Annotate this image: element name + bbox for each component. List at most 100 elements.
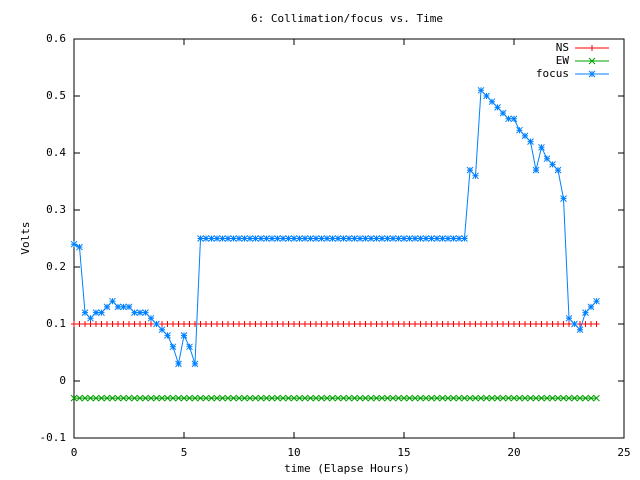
point-marker xyxy=(351,235,358,242)
point-marker xyxy=(461,321,468,327)
point-marker xyxy=(120,394,127,402)
point-marker xyxy=(71,321,77,327)
point-marker xyxy=(235,235,243,242)
point-marker xyxy=(87,314,94,322)
point-marker xyxy=(576,394,584,402)
point-marker xyxy=(175,394,182,402)
point-marker xyxy=(175,360,182,368)
point-marker xyxy=(560,195,567,202)
point-marker xyxy=(357,321,363,327)
point-marker xyxy=(197,321,204,327)
point-marker xyxy=(197,394,204,402)
point-marker xyxy=(318,321,325,327)
point-marker xyxy=(566,321,572,327)
point-marker xyxy=(412,321,418,327)
point-marker xyxy=(142,394,149,402)
point-marker xyxy=(389,394,397,402)
point-marker xyxy=(472,172,479,180)
point-marker xyxy=(169,343,177,351)
point-marker xyxy=(241,321,248,327)
point-marker xyxy=(131,321,138,327)
point-marker xyxy=(356,235,364,242)
point-marker xyxy=(92,394,100,402)
point-marker xyxy=(373,235,380,242)
point-marker xyxy=(400,235,408,242)
point-marker xyxy=(252,394,259,402)
point-marker xyxy=(483,394,490,402)
point-marker xyxy=(516,321,523,327)
point-marker xyxy=(560,394,567,402)
point-marker xyxy=(169,394,177,402)
point-marker xyxy=(208,394,215,402)
y-tick-label: 0.3 xyxy=(46,203,66,216)
point-marker xyxy=(549,161,556,168)
point-marker xyxy=(340,321,347,327)
point-marker xyxy=(466,166,474,174)
point-marker xyxy=(296,235,303,242)
point-marker xyxy=(257,394,265,402)
point-marker xyxy=(125,394,133,402)
point-marker xyxy=(241,394,248,402)
point-marker xyxy=(406,235,413,242)
point-marker xyxy=(395,235,402,242)
point-marker xyxy=(351,394,358,402)
point-marker xyxy=(411,235,419,242)
point-marker xyxy=(219,235,226,242)
point-marker xyxy=(576,326,584,334)
point-marker xyxy=(202,235,210,242)
point-marker xyxy=(181,321,187,327)
point-marker xyxy=(549,321,556,327)
point-marker xyxy=(461,235,468,242)
point-marker xyxy=(114,303,122,311)
point-marker xyxy=(368,321,374,327)
point-marker xyxy=(81,394,89,402)
point-marker xyxy=(527,394,534,402)
point-marker xyxy=(478,321,484,327)
point-marker xyxy=(230,235,237,242)
point-marker xyxy=(527,138,534,145)
y-axis-label: Volts xyxy=(19,221,32,254)
point-marker xyxy=(142,321,149,327)
point-marker xyxy=(279,394,287,402)
point-marker xyxy=(115,321,121,327)
point-marker xyxy=(554,394,562,402)
point-marker xyxy=(340,394,347,402)
point-marker xyxy=(82,321,88,327)
point-marker xyxy=(126,321,132,327)
point-marker xyxy=(202,394,210,402)
point-marker xyxy=(505,394,512,402)
point-marker xyxy=(219,321,226,327)
point-marker xyxy=(543,394,551,402)
point-marker xyxy=(70,394,78,402)
point-marker xyxy=(593,394,600,402)
point-marker xyxy=(252,235,259,242)
point-marker xyxy=(466,394,474,402)
point-marker xyxy=(197,235,204,242)
point-marker xyxy=(81,309,89,316)
point-marker xyxy=(224,394,232,402)
point-marker xyxy=(291,321,297,327)
point-marker xyxy=(455,394,463,402)
point-marker xyxy=(274,394,281,402)
point-marker xyxy=(384,394,391,402)
point-marker xyxy=(505,115,512,123)
point-marker xyxy=(510,115,518,123)
point-marker xyxy=(285,235,292,242)
point-marker xyxy=(103,303,111,311)
point-marker xyxy=(340,235,347,242)
point-marker xyxy=(444,394,452,402)
point-marker xyxy=(76,394,83,402)
point-marker xyxy=(170,321,176,327)
point-marker xyxy=(114,394,122,402)
point-marker xyxy=(390,321,396,327)
point-marker xyxy=(356,394,364,402)
point-marker xyxy=(236,321,242,327)
point-marker xyxy=(455,235,463,242)
point-marker xyxy=(263,235,270,242)
point-marker xyxy=(279,235,287,242)
point-marker xyxy=(147,314,155,322)
y-tick-label: 0.5 xyxy=(46,89,66,102)
point-marker xyxy=(296,321,303,327)
point-marker xyxy=(76,243,83,251)
point-marker xyxy=(483,92,490,100)
